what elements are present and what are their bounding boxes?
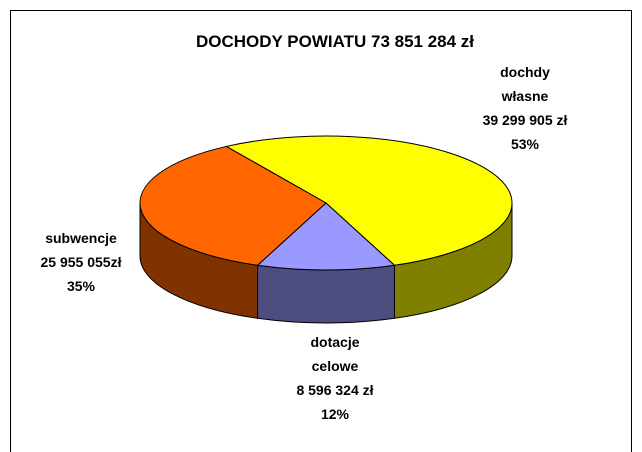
label-text: dotacje celowe [310,334,360,374]
label-text: 12% [320,406,350,422]
label-text: 35% [66,278,96,294]
label-text: 8 596 324 zł [296,382,374,398]
pie-slice [224,135,513,266]
pie-side [257,264,395,324]
data-label: dochdy własne 39 299 905 zł 53% [477,60,573,156]
label-text: subwencje [45,230,117,246]
pie-slice [139,145,327,266]
chart-title: DOCHODY POWIATU 73 851 284 zł [196,32,474,51]
pie-slice [256,202,396,271]
data-label: dotacje celowe 8 596 324 zł 12% [287,330,383,426]
label-text: 53% [510,136,540,152]
label-text: 25 955 055zł [40,254,122,270]
data-label: subwencje 25 955 055zł 35% [33,226,129,298]
label-text: dochdy własne [500,64,550,104]
label-text: 39 299 905 zł [482,112,568,128]
